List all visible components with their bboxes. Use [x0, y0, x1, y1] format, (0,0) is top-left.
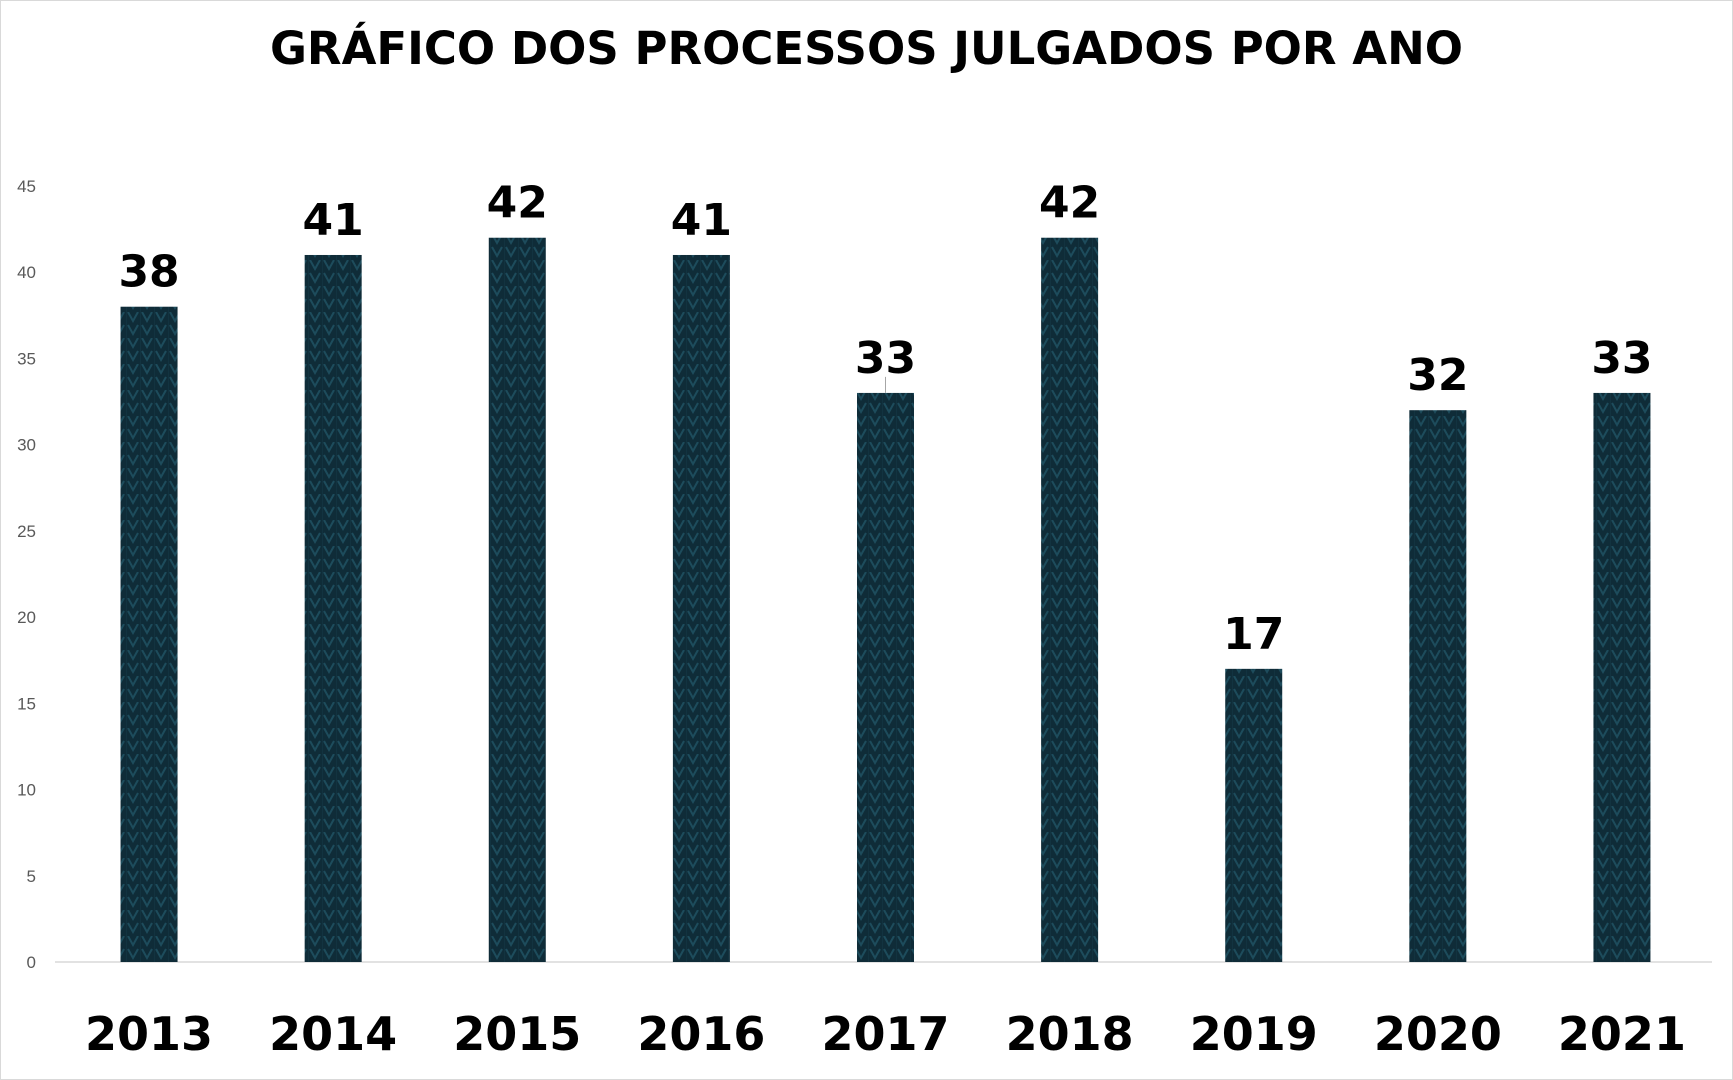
data-label-2013: 38	[118, 247, 179, 298]
data-label-2014: 41	[303, 195, 364, 246]
data-label-2019: 17	[1223, 609, 1284, 660]
bars-group	[120, 237, 1651, 963]
y-axis: 0 5 10 15 20 25 30 35 40 45	[17, 177, 36, 972]
x-tick-label-2014: 2014	[269, 1007, 397, 1061]
y-tick-label: 20	[17, 608, 36, 627]
bar-2021	[1593, 392, 1651, 962]
x-tick-label-2016: 2016	[637, 1007, 765, 1061]
y-tick-label: 10	[17, 781, 36, 800]
y-tick-label: 15	[17, 694, 36, 713]
data-label-2017: 33	[855, 333, 916, 384]
data-labels-group: 38 41 42 41 33 42 17 32 33	[118, 178, 1652, 660]
x-tick-label-2019: 2019	[1190, 1007, 1318, 1061]
chart-title: GRÁFICO DOS PROCESSOS JULGADOS POR ANO	[269, 22, 1463, 75]
x-tick-label-2013: 2013	[85, 1007, 213, 1061]
y-tick-label: 35	[17, 349, 36, 368]
y-tick-label: 5	[27, 867, 36, 886]
data-label-2016: 41	[671, 195, 732, 246]
data-label-2020: 32	[1407, 350, 1468, 401]
x-tick-label-2017: 2017	[821, 1007, 949, 1061]
y-tick-label: 30	[17, 436, 36, 455]
x-axis: 2013 2014 2015 2016 2017 2018 2019 2020 2021	[85, 1007, 1686, 1061]
x-tick-label-2020: 2020	[1374, 1007, 1502, 1061]
bar-2019	[1225, 668, 1283, 962]
bar-2017	[857, 392, 914, 962]
bar-2016	[672, 254, 730, 962]
y-tick-label: 45	[17, 177, 36, 196]
x-tick-label-2018: 2018	[1006, 1007, 1134, 1061]
data-label-2021: 33	[1591, 333, 1652, 384]
x-tick-label-2015: 2015	[453, 1007, 581, 1061]
data-label-2015: 42	[487, 178, 548, 229]
bar-2018	[1041, 237, 1099, 962]
bar-2015	[488, 237, 546, 962]
y-tick-label: 25	[17, 522, 36, 541]
y-tick-label: 0	[27, 953, 36, 972]
bar-2020	[1409, 410, 1467, 963]
data-label-2018: 42	[1039, 178, 1100, 229]
bar-2014	[304, 254, 362, 962]
bar-2013	[120, 306, 178, 962]
y-tick-label: 40	[17, 263, 36, 282]
x-tick-label-2021: 2021	[1558, 1007, 1686, 1061]
